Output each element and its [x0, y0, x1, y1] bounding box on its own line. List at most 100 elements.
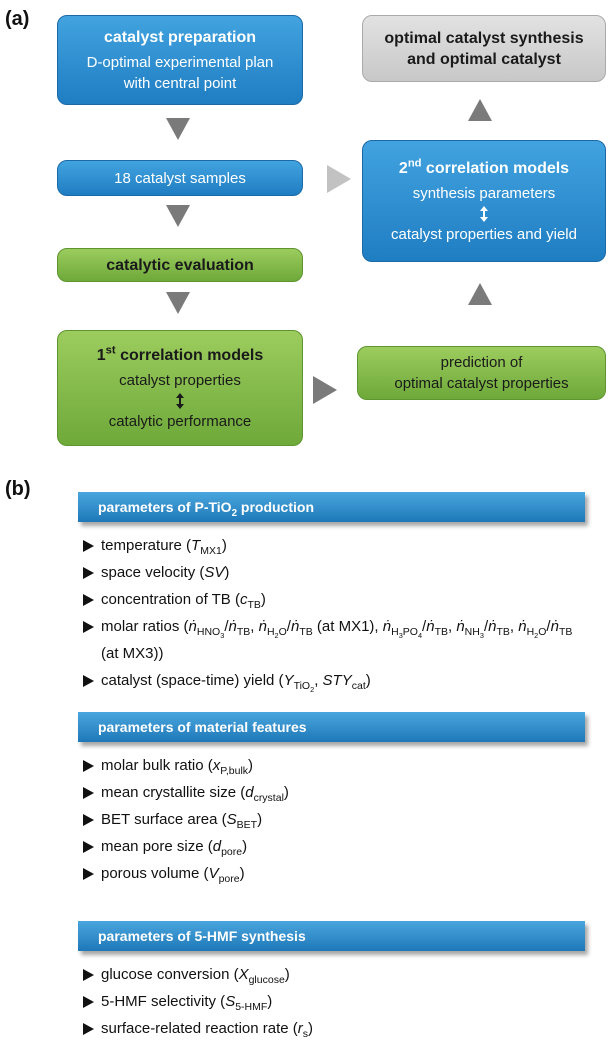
list-item: molar ratios (ṅHNO3/ṅTB, ṅH2O/ṅTB (at MX…	[83, 613, 588, 667]
box-line: and optimal catalyst	[407, 49, 561, 70]
bullet	[83, 841, 94, 853]
flow-arrow	[327, 165, 351, 193]
text: (at MX1),	[312, 618, 383, 635]
text: ,	[250, 618, 259, 635]
subscript: pore	[221, 846, 243, 858]
text: )	[260, 591, 266, 608]
text: )	[365, 672, 371, 689]
bullet	[83, 969, 94, 981]
text: optimal catalyst properties	[394, 375, 569, 392]
arrow-shape	[176, 392, 184, 409]
box-line: optimal catalyst synthesis	[384, 28, 583, 49]
text: synthesis parameters	[412, 184, 556, 202]
text: space velocity (	[101, 564, 205, 581]
subscript: TB	[299, 626, 313, 638]
text: H	[526, 626, 535, 638]
bullet-shape	[83, 996, 94, 1008]
italic-text: d	[212, 838, 222, 855]
subscript: 3	[479, 631, 484, 641]
subscript: crystal	[253, 792, 284, 804]
italic-text: ṅ	[382, 618, 392, 635]
text: NH	[464, 626, 480, 638]
arrow-shape	[480, 205, 488, 222]
text: and optimal catalyst	[407, 50, 561, 68]
subscript: 5-HMF	[235, 1001, 268, 1013]
subscript: pore	[218, 873, 240, 885]
text: correlation models	[421, 159, 570, 177]
text: catalytic evaluation	[106, 256, 254, 274]
italic-text: ṅ	[550, 618, 559, 635]
subscript: TB	[236, 626, 251, 638]
flow-box: 2nd correlation models synthesis paramete…	[362, 140, 606, 262]
bullet-shape	[83, 814, 94, 826]
bullet-shape	[83, 567, 94, 579]
box-line: 2nd correlation models	[399, 158, 569, 179]
subscript: P,bulk	[220, 765, 249, 777]
italic-text: STY	[322, 672, 352, 689]
box-line: synthesis parameters	[413, 183, 556, 204]
text: /	[286, 618, 291, 635]
text: BET surface area (	[101, 811, 227, 828]
list-item: mean pore size (dpore)	[83, 833, 588, 860]
text: )	[242, 838, 248, 855]
italic-text: d	[245, 784, 254, 801]
subscript: 3	[220, 631, 225, 641]
list-item: surface-related reaction rate (rs)	[83, 1015, 588, 1042]
italic-text: ṅ	[228, 618, 237, 635]
flow-arrow	[166, 205, 190, 227]
text: /	[224, 618, 229, 635]
text: (at MX3))	[101, 645, 164, 662]
text: ,	[509, 618, 519, 635]
list-item: glucose conversion (Xglucose)	[83, 961, 588, 988]
text: correlation models	[115, 346, 264, 364]
text: parameters of 5-HMF synthesis	[98, 928, 306, 944]
list-item: space velocity (SV)	[83, 559, 588, 586]
subscript: H2O	[266, 626, 287, 640]
flow-box: catalyst preparation D-optimal experiment…	[57, 15, 303, 105]
box-line: optimal catalyst properties	[394, 373, 568, 394]
box-line: 18 catalyst samples	[114, 168, 246, 189]
subscript: NH3	[464, 626, 484, 641]
text: 2	[398, 159, 408, 177]
subscript: HNO3	[197, 626, 225, 641]
italic-text: ṅ	[488, 618, 497, 635]
bullet-shape	[83, 675, 94, 687]
italic-text: r	[297, 1020, 303, 1037]
bullet	[83, 675, 94, 687]
list-item: mean crystallite size (dcrystal)	[83, 779, 588, 806]
section-header: parameters of P-TiO2 production	[78, 492, 585, 522]
text: )	[283, 784, 289, 801]
text: /	[422, 618, 427, 635]
text: surface-related reaction rate (	[101, 1020, 298, 1037]
italic-text: ṅ	[456, 618, 465, 635]
text: prediction of	[440, 354, 523, 371]
bullet	[83, 787, 94, 799]
list-item: molar bulk ratio (xP,bulk)	[83, 752, 588, 779]
flow-arrow	[313, 376, 337, 404]
list-item: catalyst (space-time) yield (YTiO2, STYc…	[83, 667, 588, 694]
bullet-shape	[83, 760, 94, 772]
flow-box: optimal catalyst synthesis and optimal ca…	[362, 15, 606, 82]
section-header: parameters of material features	[78, 712, 585, 742]
text: )	[221, 537, 227, 554]
section: parameters of material features molar bul…	[78, 712, 588, 887]
bullet-shape	[83, 540, 94, 552]
text: 1	[96, 346, 106, 364]
text: catalyst (space-time) yield (	[101, 672, 284, 689]
italic-text: ṅ	[290, 618, 300, 635]
subscript: glucose	[248, 974, 285, 986]
text: with central point	[123, 74, 237, 92]
text: H	[266, 626, 275, 638]
subscript: TB	[496, 626, 510, 638]
italic-text: c	[239, 591, 248, 608]
box-line: catalyst properties and yield	[391, 224, 577, 245]
list-item: temperature (TMX1)	[83, 532, 588, 559]
flow-box: prediction of optimal catalyst properties	[357, 346, 606, 400]
section: parameters of 5-HMF synthesis glucose con…	[78, 921, 588, 1042]
text: O	[278, 626, 287, 638]
text: concentration of TB (	[101, 591, 240, 608]
flow-box: 18 catalyst samples	[57, 160, 303, 196]
text: parameters of P-TiO	[98, 499, 232, 515]
bullet	[83, 868, 94, 880]
